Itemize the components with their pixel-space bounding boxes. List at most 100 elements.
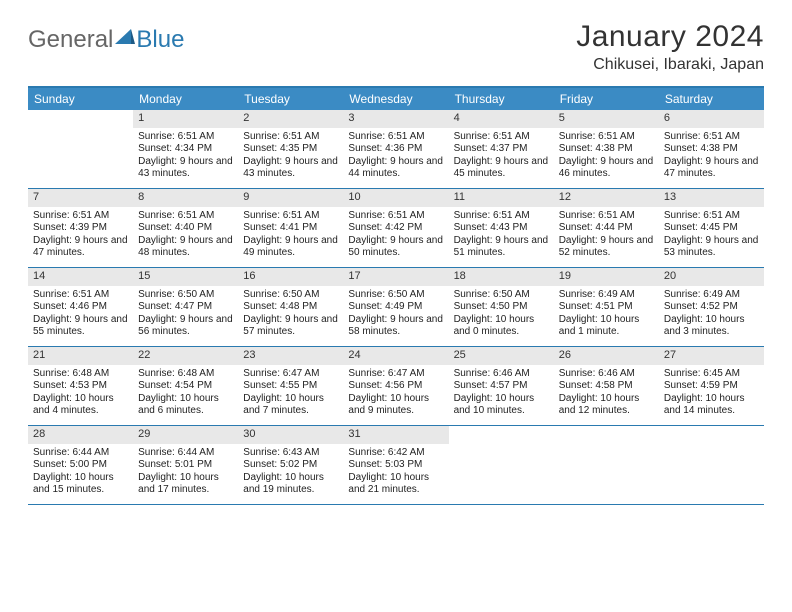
daylight-text: Daylight: 9 hours and 50 minutes.	[348, 235, 443, 260]
day-details: Sunrise: 6:51 AMSunset: 4:34 PMDaylight:…	[133, 128, 238, 186]
sunset-text: Sunset: 4:38 PM	[559, 143, 654, 156]
day-cell: 5Sunrise: 6:51 AMSunset: 4:38 PMDaylight…	[554, 110, 659, 188]
title-block: January 2024 Chikusei, Ibaraki, Japan	[576, 20, 764, 74]
sunrise-text: Sunrise: 6:50 AM	[348, 289, 443, 302]
weekday-tue: Tuesday	[238, 88, 343, 110]
day-cell: 11Sunrise: 6:51 AMSunset: 4:43 PMDayligh…	[449, 189, 554, 267]
day-details: Sunrise: 6:47 AMSunset: 4:55 PMDaylight:…	[238, 365, 343, 423]
daylight-text: Daylight: 9 hours and 48 minutes.	[138, 235, 233, 260]
weekday-header-row: Sunday Monday Tuesday Wednesday Thursday…	[28, 88, 764, 110]
week-row: 21Sunrise: 6:48 AMSunset: 4:53 PMDayligh…	[28, 347, 764, 426]
day-number: 27	[659, 347, 764, 365]
day-cell: 24Sunrise: 6:47 AMSunset: 4:56 PMDayligh…	[343, 347, 448, 425]
day-details: Sunrise: 6:44 AMSunset: 5:01 PMDaylight:…	[133, 444, 238, 502]
day-cell: 7Sunrise: 6:51 AMSunset: 4:39 PMDaylight…	[28, 189, 133, 267]
weekday-wed: Wednesday	[343, 88, 448, 110]
sunset-text: Sunset: 4:50 PM	[454, 301, 549, 314]
sunset-text: Sunset: 4:40 PM	[138, 222, 233, 235]
day-details: Sunrise: 6:51 AMSunset: 4:37 PMDaylight:…	[449, 128, 554, 186]
day-cell: 31Sunrise: 6:42 AMSunset: 5:03 PMDayligh…	[343, 426, 448, 504]
day-number: 8	[133, 189, 238, 207]
daylight-text: Daylight: 10 hours and 0 minutes.	[454, 314, 549, 339]
day-cell: 13Sunrise: 6:51 AMSunset: 4:45 PMDayligh…	[659, 189, 764, 267]
day-number: 18	[449, 268, 554, 286]
day-details: Sunrise: 6:44 AMSunset: 5:00 PMDaylight:…	[28, 444, 133, 502]
day-cell	[449, 426, 554, 504]
logo-word-2: Blue	[136, 26, 184, 54]
day-details: Sunrise: 6:49 AMSunset: 4:51 PMDaylight:…	[554, 286, 659, 344]
day-cell: 10Sunrise: 6:51 AMSunset: 4:42 PMDayligh…	[343, 189, 448, 267]
sunset-text: Sunset: 4:38 PM	[664, 143, 759, 156]
day-number: 23	[238, 347, 343, 365]
sunset-text: Sunset: 5:03 PM	[348, 459, 443, 472]
sunrise-text: Sunrise: 6:47 AM	[348, 368, 443, 381]
sunset-text: Sunset: 5:01 PM	[138, 459, 233, 472]
sunset-text: Sunset: 4:55 PM	[243, 380, 338, 393]
calendar-grid: Sunday Monday Tuesday Wednesday Thursday…	[28, 86, 764, 505]
day-number	[449, 426, 554, 430]
day-cell: 23Sunrise: 6:47 AMSunset: 4:55 PMDayligh…	[238, 347, 343, 425]
day-number: 1	[133, 110, 238, 128]
sunrise-text: Sunrise: 6:47 AM	[243, 368, 338, 381]
daylight-text: Daylight: 10 hours and 19 minutes.	[243, 472, 338, 497]
sunrise-text: Sunrise: 6:50 AM	[454, 289, 549, 302]
day-number: 25	[449, 347, 554, 365]
day-details: Sunrise: 6:51 AMSunset: 4:38 PMDaylight:…	[659, 128, 764, 186]
sunrise-text: Sunrise: 6:51 AM	[138, 210, 233, 223]
sunrise-text: Sunrise: 6:48 AM	[33, 368, 128, 381]
day-details: Sunrise: 6:45 AMSunset: 4:59 PMDaylight:…	[659, 365, 764, 423]
day-cell: 14Sunrise: 6:51 AMSunset: 4:46 PMDayligh…	[28, 268, 133, 346]
day-number: 24	[343, 347, 448, 365]
daylight-text: Daylight: 10 hours and 15 minutes.	[33, 472, 128, 497]
day-details: Sunrise: 6:50 AMSunset: 4:49 PMDaylight:…	[343, 286, 448, 344]
daylight-text: Daylight: 10 hours and 14 minutes.	[664, 393, 759, 418]
daylight-text: Daylight: 9 hours and 45 minutes.	[454, 156, 549, 181]
sunrise-text: Sunrise: 6:49 AM	[559, 289, 654, 302]
sunset-text: Sunset: 5:00 PM	[33, 459, 128, 472]
sunrise-text: Sunrise: 6:46 AM	[454, 368, 549, 381]
day-cell: 21Sunrise: 6:48 AMSunset: 4:53 PMDayligh…	[28, 347, 133, 425]
sunrise-text: Sunrise: 6:44 AM	[33, 447, 128, 460]
sunset-text: Sunset: 4:36 PM	[348, 143, 443, 156]
day-cell: 16Sunrise: 6:50 AMSunset: 4:48 PMDayligh…	[238, 268, 343, 346]
daylight-text: Daylight: 9 hours and 51 minutes.	[454, 235, 549, 260]
daylight-text: Daylight: 9 hours and 44 minutes.	[348, 156, 443, 181]
day-number: 10	[343, 189, 448, 207]
sunrise-text: Sunrise: 6:50 AM	[138, 289, 233, 302]
day-cell: 15Sunrise: 6:50 AMSunset: 4:47 PMDayligh…	[133, 268, 238, 346]
day-cell	[554, 426, 659, 504]
daylight-text: Daylight: 9 hours and 49 minutes.	[243, 235, 338, 260]
sunrise-text: Sunrise: 6:51 AM	[33, 289, 128, 302]
day-cell: 3Sunrise: 6:51 AMSunset: 4:36 PMDaylight…	[343, 110, 448, 188]
day-details: Sunrise: 6:51 AMSunset: 4:43 PMDaylight:…	[449, 207, 554, 265]
sunset-text: Sunset: 4:48 PM	[243, 301, 338, 314]
day-cell: 6Sunrise: 6:51 AMSunset: 4:38 PMDaylight…	[659, 110, 764, 188]
day-details: Sunrise: 6:51 AMSunset: 4:45 PMDaylight:…	[659, 207, 764, 265]
day-details: Sunrise: 6:51 AMSunset: 4:46 PMDaylight:…	[28, 286, 133, 344]
daylight-text: Daylight: 10 hours and 12 minutes.	[559, 393, 654, 418]
daylight-text: Daylight: 9 hours and 57 minutes.	[243, 314, 338, 339]
day-number: 22	[133, 347, 238, 365]
daylight-text: Daylight: 10 hours and 7 minutes.	[243, 393, 338, 418]
sunset-text: Sunset: 4:35 PM	[243, 143, 338, 156]
sunrise-text: Sunrise: 6:43 AM	[243, 447, 338, 460]
sunrise-text: Sunrise: 6:45 AM	[664, 368, 759, 381]
sunrise-text: Sunrise: 6:50 AM	[243, 289, 338, 302]
weekday-sat: Saturday	[659, 88, 764, 110]
sunset-text: Sunset: 4:52 PM	[664, 301, 759, 314]
day-cell: 28Sunrise: 6:44 AMSunset: 5:00 PMDayligh…	[28, 426, 133, 504]
sunrise-text: Sunrise: 6:51 AM	[559, 131, 654, 144]
sunrise-text: Sunrise: 6:44 AM	[138, 447, 233, 460]
day-cell: 30Sunrise: 6:43 AMSunset: 5:02 PMDayligh…	[238, 426, 343, 504]
sunrise-text: Sunrise: 6:51 AM	[348, 210, 443, 223]
logo-word-1: General	[28, 26, 113, 54]
week-row: 7Sunrise: 6:51 AMSunset: 4:39 PMDaylight…	[28, 189, 764, 268]
weekday-mon: Monday	[133, 88, 238, 110]
daylight-text: Daylight: 9 hours and 55 minutes.	[33, 314, 128, 339]
sunset-text: Sunset: 4:51 PM	[559, 301, 654, 314]
day-number: 29	[133, 426, 238, 444]
day-details: Sunrise: 6:48 AMSunset: 4:54 PMDaylight:…	[133, 365, 238, 423]
day-number	[554, 426, 659, 430]
sunrise-text: Sunrise: 6:51 AM	[138, 131, 233, 144]
day-cell: 9Sunrise: 6:51 AMSunset: 4:41 PMDaylight…	[238, 189, 343, 267]
